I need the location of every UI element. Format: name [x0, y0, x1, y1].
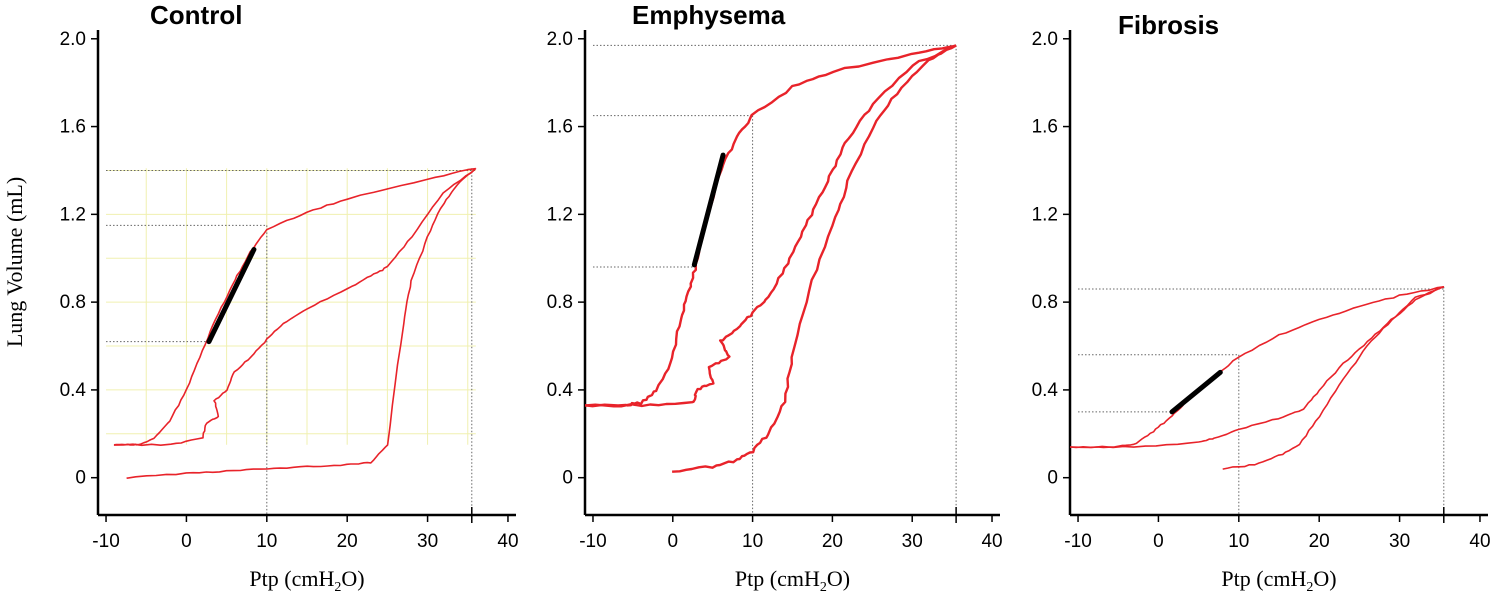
guide-lines	[106, 168, 476, 515]
guide-lines	[1078, 286, 1445, 515]
chart-title: Fibrosis	[1118, 10, 1219, 40]
x-tick-label: 10	[256, 531, 277, 552]
x-tick-label: 40	[1469, 531, 1490, 552]
y-tick-label: 0.8	[60, 292, 86, 313]
y-tick-label: 1.6	[547, 117, 573, 138]
y-tick-label: 2.0	[547, 29, 573, 50]
x-axis-label: Ptp (cmH2O)	[735, 566, 850, 595]
panel-control: Control 0 0.4 0.8 1.2 1.6 2.0 -10 0 10 20 30 40 Ptp (…	[60, 0, 519, 595]
panel-fibrosis: Fibrosis 0 0.4 0.8 1.2 1.6 2.0 -10 0 10 20 30 40 Ptp …	[1032, 10, 1491, 595]
x-tick-label: 20	[337, 531, 358, 552]
y-tick-label: 0	[1047, 468, 1058, 489]
x-tick-label: 40	[497, 531, 518, 552]
y-axis-label: Lung Volume (mL)	[2, 177, 27, 347]
y-tick-label: 0.8	[547, 292, 573, 313]
compliance-slope-line	[1169, 369, 1223, 415]
x-tick-label: -10	[1064, 531, 1091, 552]
series-line-inflation	[672, 44, 957, 473]
y-tick-label: 1.2	[547, 204, 573, 225]
x-tick-label: 10	[742, 531, 763, 552]
y-tick-label: 2.0	[60, 29, 86, 50]
x-tick-label: 0	[667, 531, 678, 552]
series-line-reinflation	[113, 167, 477, 447]
chart-title: Emphysema	[632, 0, 786, 30]
y-tick-label: 0.4	[547, 380, 574, 401]
x-tick-label: 30	[417, 531, 438, 552]
x-tick-label: 20	[1309, 531, 1330, 552]
y-tick-label: 0.8	[1032, 292, 1058, 313]
x-tick-label: 30	[1389, 531, 1410, 552]
grid-lines	[106, 168, 476, 445]
x-tick-label: 20	[822, 531, 843, 552]
y-tick-label: 0.4	[60, 380, 87, 401]
compliance-slope-line	[206, 246, 257, 345]
y-tick-label: 1.6	[1032, 117, 1058, 138]
series-line-reinflation	[585, 44, 957, 408]
x-tick-label: 10	[1228, 531, 1249, 552]
y-tick-label: 1.2	[1032, 204, 1058, 225]
compliance-slope-line	[691, 152, 726, 268]
x-tick-label: 30	[902, 531, 923, 552]
y-tick-label: 1.6	[60, 117, 86, 138]
series-line-deflation	[584, 44, 957, 408]
y-tick-label: 2.0	[1032, 29, 1058, 50]
guide-lines	[592, 44, 957, 515]
series-line-inflation	[126, 167, 477, 479]
x-tick-label: -10	[579, 531, 606, 552]
y-tick-label: 0	[75, 468, 86, 489]
x-tick-label: 0	[1153, 531, 1164, 552]
x-tick-label: 0	[181, 531, 192, 552]
series-line-inflation	[1222, 286, 1445, 470]
x-axis-label: Ptp (cmH2O)	[1221, 566, 1336, 595]
y-tick-label: 0.4	[1032, 380, 1059, 401]
y-tick-label: 1.2	[60, 204, 86, 225]
x-axis-label: Ptp (cmH2O)	[249, 566, 364, 595]
x-tick-label: -10	[92, 531, 119, 552]
x-tick-label: 40	[981, 531, 1002, 552]
series-line-reinflation	[1070, 286, 1445, 449]
panel-emphysema: Emphysema 0 0.4 0.8 1.2 1.6 2.0 -10 0 10 20 30 40 Ptp…	[547, 0, 1003, 595]
series-line-deflation	[114, 167, 476, 446]
chart-title: Control	[150, 0, 242, 30]
y-tick-label: 0	[562, 468, 573, 489]
